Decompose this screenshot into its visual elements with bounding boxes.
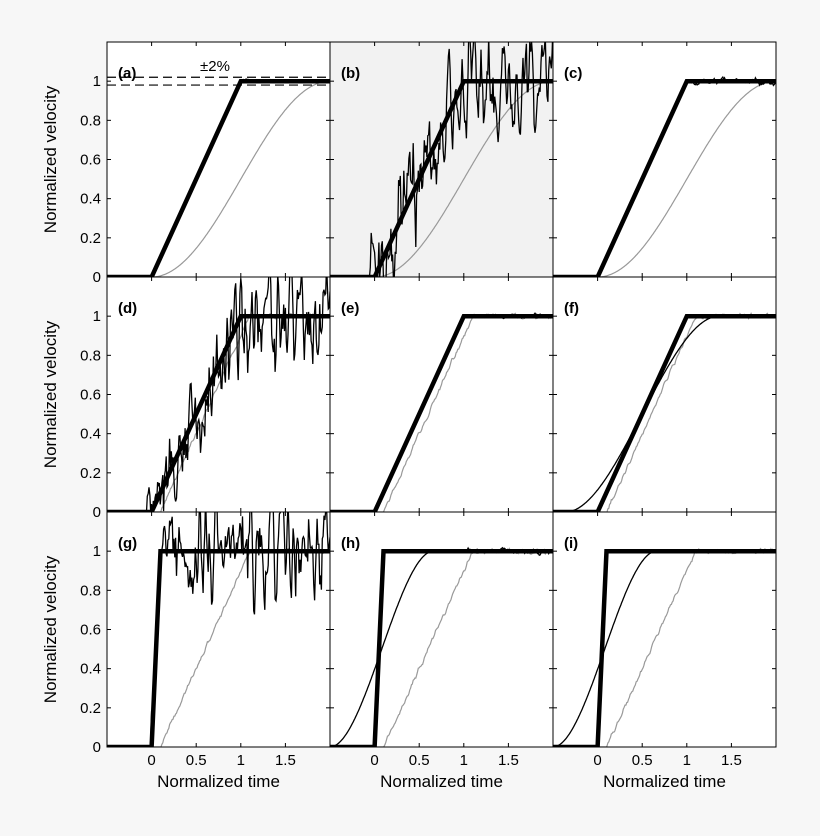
y-tick-label: 0.6: [80, 622, 101, 639]
x-tick-label: 1: [460, 752, 468, 769]
panel-plot-area: [553, 512, 776, 747]
panel-plot-area: [553, 277, 776, 512]
panel-label: (e): [341, 300, 359, 317]
panel-plot-area: [330, 277, 553, 512]
reference-ramp-line: [553, 78, 776, 277]
y-tick-label: 0.2: [80, 230, 101, 247]
panel-label: (b): [341, 65, 360, 82]
y-tick-label: 0.4: [80, 191, 101, 208]
lagged-response-line: [553, 80, 776, 277]
reference-ramp-line: [330, 313, 553, 512]
y-tick-label: 0.4: [80, 426, 101, 443]
panel-label: (d): [118, 300, 137, 317]
y-tick-label: 0.8: [80, 582, 101, 599]
panel-g: (g) 0 0.2 0.4 0.6 0.8 1 0 0.5 1 1.5 Normalized velo…: [41, 511, 331, 791]
reference-ramp-line: [107, 313, 330, 512]
panel-i: (i) 0 0.5 1 1.5 Normalized time: [552, 511, 777, 791]
panel-label: (c): [564, 65, 582, 82]
panel-c: (c): [552, 41, 777, 278]
panel-label: (a): [118, 65, 136, 82]
x-axis-label: Normalized time: [603, 772, 726, 791]
x-tick-label: 0: [370, 752, 378, 769]
x-tick-label: 1.5: [498, 752, 519, 769]
y-tick-label: 1: [93, 73, 101, 90]
y-axis-label: Normalized velocity: [41, 320, 60, 468]
panel-f: (f): [552, 276, 777, 513]
y-tick-label: 0: [93, 739, 101, 756]
y-tick-label: 0.8: [80, 347, 101, 364]
panel-h: (h) 0 0.5 1 1.5 Normalized time: [329, 511, 554, 791]
y-tick-label: 0.4: [80, 661, 101, 678]
y-tick-label: 1: [93, 543, 101, 560]
x-tick-label: 1: [683, 752, 691, 769]
x-tick-label: 1.5: [275, 752, 296, 769]
x-tick-label: 0: [593, 752, 601, 769]
reference-ramp-line: [553, 548, 776, 747]
x-axis-label: Normalized time: [157, 772, 280, 791]
y-tick-label: 1: [93, 308, 101, 325]
estimate-line: [107, 277, 330, 512]
tolerance-annotation: ±2%: [200, 58, 230, 75]
y-tick-label: 0: [93, 504, 101, 521]
y-tick-label: 0.8: [80, 112, 101, 129]
panel-d: (d) 0 0.2 0.4 0.6 0.8 1 Normalized velocity: [41, 276, 331, 521]
y-tick-label: 0.2: [80, 700, 101, 717]
reference-ramp-line: [330, 78, 553, 277]
x-tick-label: 0: [147, 752, 155, 769]
x-axis-label: Normalized time: [380, 772, 503, 791]
y-tick-label: 0.2: [80, 465, 101, 482]
lagged-response-line: [107, 80, 330, 277]
panel-label: (g): [118, 535, 137, 552]
panel-plot-area: [330, 42, 553, 277]
y-axis-label: Normalized velocity: [41, 85, 60, 233]
panel-label: (f): [564, 300, 579, 317]
reference-ramp-line: [330, 548, 553, 747]
x-tick-label: 1: [237, 752, 245, 769]
lagged-response-line: [330, 80, 553, 277]
panel-b: (b): [329, 41, 554, 278]
panel-label: (h): [341, 535, 360, 552]
y-tick-label: 0.6: [80, 152, 101, 169]
x-tick-label: 0.5: [186, 752, 207, 769]
y-axis-label: Normalized velocity: [41, 555, 60, 703]
panel-e: (e): [329, 276, 554, 513]
y-tick-label: 0.6: [80, 387, 101, 404]
panel-label: (i): [564, 535, 578, 552]
panel-a: ±2% (a) 0 0.2 0.4 0.6 0.8 1 Normalized velocity: [41, 41, 331, 286]
y-tick-label: 0: [93, 269, 101, 286]
reference-ramp-line: [107, 78, 330, 277]
x-tick-label: 0.5: [409, 752, 430, 769]
reference-ramp-line: [553, 313, 776, 512]
x-tick-label: 0.5: [632, 752, 653, 769]
x-tick-label: 1.5: [721, 752, 742, 769]
panel-plot-area: [330, 512, 553, 747]
panel-plot-area: [553, 42, 776, 277]
reference-ramp-line: [107, 548, 330, 747]
